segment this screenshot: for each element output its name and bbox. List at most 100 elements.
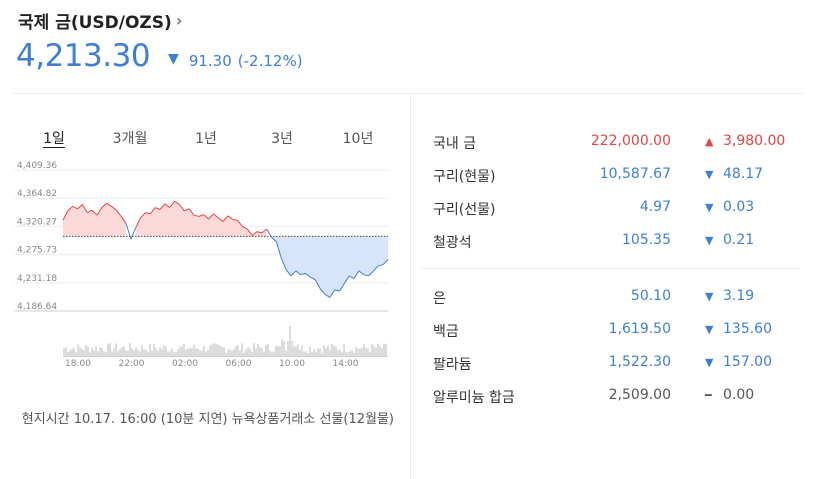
quote-value: 10,587.67 [599, 166, 671, 182]
series-segment [101, 202, 107, 208]
quote-row[interactable]: 철광석 105.35 ▼ 0.21 [433, 225, 803, 258]
quote-name: 구리(현물) [433, 169, 496, 185]
series-segment [227, 215, 234, 221]
series-segment [314, 279, 321, 289]
x-tick-label: 18:00 [65, 359, 91, 369]
series-segment [130, 227, 137, 240]
series-segment [77, 204, 83, 210]
area-above-baseline [135, 201, 267, 237]
current-price: 4,213.30 [16, 38, 151, 74]
quote-row[interactable]: 은 50.10 ▼ 3.19 [433, 281, 803, 314]
quote-group-precious: 은 50.10 ▼ 3.19 백금 1,619.50 ▼ 135.60 팔라듐 … [433, 281, 803, 413]
series-segment [368, 270, 374, 277]
quote-change: 157.00 [723, 354, 772, 370]
down-triangle-icon: ▼ [705, 234, 714, 247]
series-segment [67, 205, 74, 212]
down-triangle-icon: ▼ [705, 290, 714, 303]
series-segment [184, 208, 190, 212]
x-tick-label: 02:00 [172, 359, 198, 369]
quote-row[interactable]: 구리(선물) 4.97 ▼ 0.03 [433, 192, 803, 225]
down-triangle-icon: ▼ [705, 201, 714, 214]
quote-row[interactable]: 알루미늄 합금 2,509.00 ━ 0.00 [433, 380, 803, 413]
tab-1-year[interactable]: 1년 [195, 131, 217, 147]
quote-change: 0.03 [723, 199, 755, 215]
series-segment [261, 228, 268, 234]
quote-change: 3,980.00 [723, 133, 786, 149]
quote-row[interactable]: 구리(현물) 10,587.67 ▼ 48.17 [433, 159, 803, 192]
divider [14, 93, 803, 94]
column-divider [410, 94, 411, 479]
down-triangle-icon: ▼ [705, 168, 714, 181]
quote-name: 백금 [433, 324, 459, 340]
series-segment [72, 205, 78, 210]
series-segment [353, 270, 360, 279]
series-segment [111, 205, 117, 211]
series-segment [363, 274, 369, 277]
series-segment [154, 207, 161, 210]
quote-change: 48.17 [723, 166, 764, 182]
series-segment [203, 214, 209, 220]
down-triangle-icon: ▼ [705, 356, 714, 369]
quote-change: 135.60 [723, 321, 772, 337]
tab-3-years[interactable]: 3년 [271, 131, 293, 147]
chart-footnote: 현지시간 10.17. 16:00 (10분 지연) 뉴욕상품거래소 선물(12… [21, 412, 394, 427]
chevron-right-icon: › [175, 11, 183, 30]
series-segment [106, 202, 112, 207]
series-segment [256, 231, 263, 234]
series-segment [334, 289, 340, 292]
series-segment [62, 210, 69, 221]
series-segment [358, 270, 365, 276]
x-tick-label: 22:00 [119, 359, 145, 369]
series-segment [125, 223, 132, 240]
series-segment [140, 212, 146, 219]
series-segment [91, 209, 98, 216]
quote-value: 50.10 [630, 288, 671, 304]
tab-3-months[interactable]: 3개월 [112, 131, 148, 147]
related-quotes: 국내 금 222,000.00 ▲ 3,980.00 구리(현물) 10,587… [421, 126, 803, 413]
price-change: 91.30 [188, 52, 232, 70]
series-segment [378, 264, 384, 267]
series-segment [222, 215, 229, 222]
quote-change: 0.21 [723, 232, 755, 248]
quote-name: 은 [433, 291, 446, 307]
series-segment [87, 209, 93, 214]
series-segment [159, 203, 166, 210]
series-segment [343, 275, 350, 284]
commodity-title-link[interactable]: 국제 금(USD/OZS) › [18, 8, 182, 33]
series-segment [329, 289, 336, 298]
price-chart[interactable]: 4,409.36 4,364.82 4,320.27 4,275.73 4,231.18… [0, 158, 400, 378]
quote-row[interactable]: 국내 금 222,000.00 ▲ 3,980.00 [433, 126, 803, 159]
series-segment [339, 283, 345, 292]
tab-1-day[interactable]: 1일 [43, 131, 65, 147]
series-segment [135, 217, 142, 229]
price-change-percent: (-2.12%) [237, 52, 303, 70]
series-segment [81, 204, 88, 213]
series-segment [179, 204, 185, 212]
series-segment [145, 212, 151, 215]
quote-name: 국내 금 [433, 136, 477, 152]
series-segment [120, 216, 127, 224]
x-tick-label: 14:00 [333, 359, 359, 369]
quote-value: 4.97 [639, 199, 671, 215]
down-triangle-icon: ▼ [705, 323, 714, 336]
quote-row[interactable]: 백금 1,619.50 ▼ 135.60 [433, 314, 803, 347]
series-segment [251, 231, 258, 236]
x-tick-label: 06:00 [226, 359, 252, 369]
series-segment [285, 269, 292, 277]
series-segment [208, 213, 214, 220]
down-triangle-icon: ▼ [168, 51, 179, 67]
tab-10-years[interactable]: 10년 [342, 131, 374, 147]
series-segment [232, 219, 238, 221]
series-segment [217, 217, 224, 222]
quote-name: 팔라듐 [433, 357, 472, 373]
y-tick-label: 4,409.36 [17, 161, 57, 171]
series-segment [348, 275, 355, 279]
quote-value: 2,509.00 [608, 387, 671, 403]
quote-row[interactable]: 팔라듐 1,522.30 ▼ 157.00 [433, 347, 803, 380]
series-segment [319, 288, 326, 295]
series-segment [237, 219, 243, 227]
quote-name: 철광석 [433, 235, 472, 251]
series-segment [305, 273, 311, 278]
series-segment [188, 208, 195, 216]
x-tick-label: 10:00 [279, 359, 305, 369]
